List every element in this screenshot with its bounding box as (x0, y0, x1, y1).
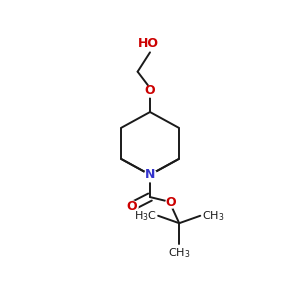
Text: O: O (145, 85, 155, 98)
Text: O: O (166, 196, 176, 208)
Text: HO: HO (138, 37, 159, 50)
Text: N: N (145, 168, 155, 181)
Text: H$_3$C: H$_3$C (134, 209, 157, 223)
Text: CH$_3$: CH$_3$ (202, 209, 224, 223)
Text: O: O (127, 200, 137, 213)
Text: CH$_3$: CH$_3$ (168, 246, 190, 260)
